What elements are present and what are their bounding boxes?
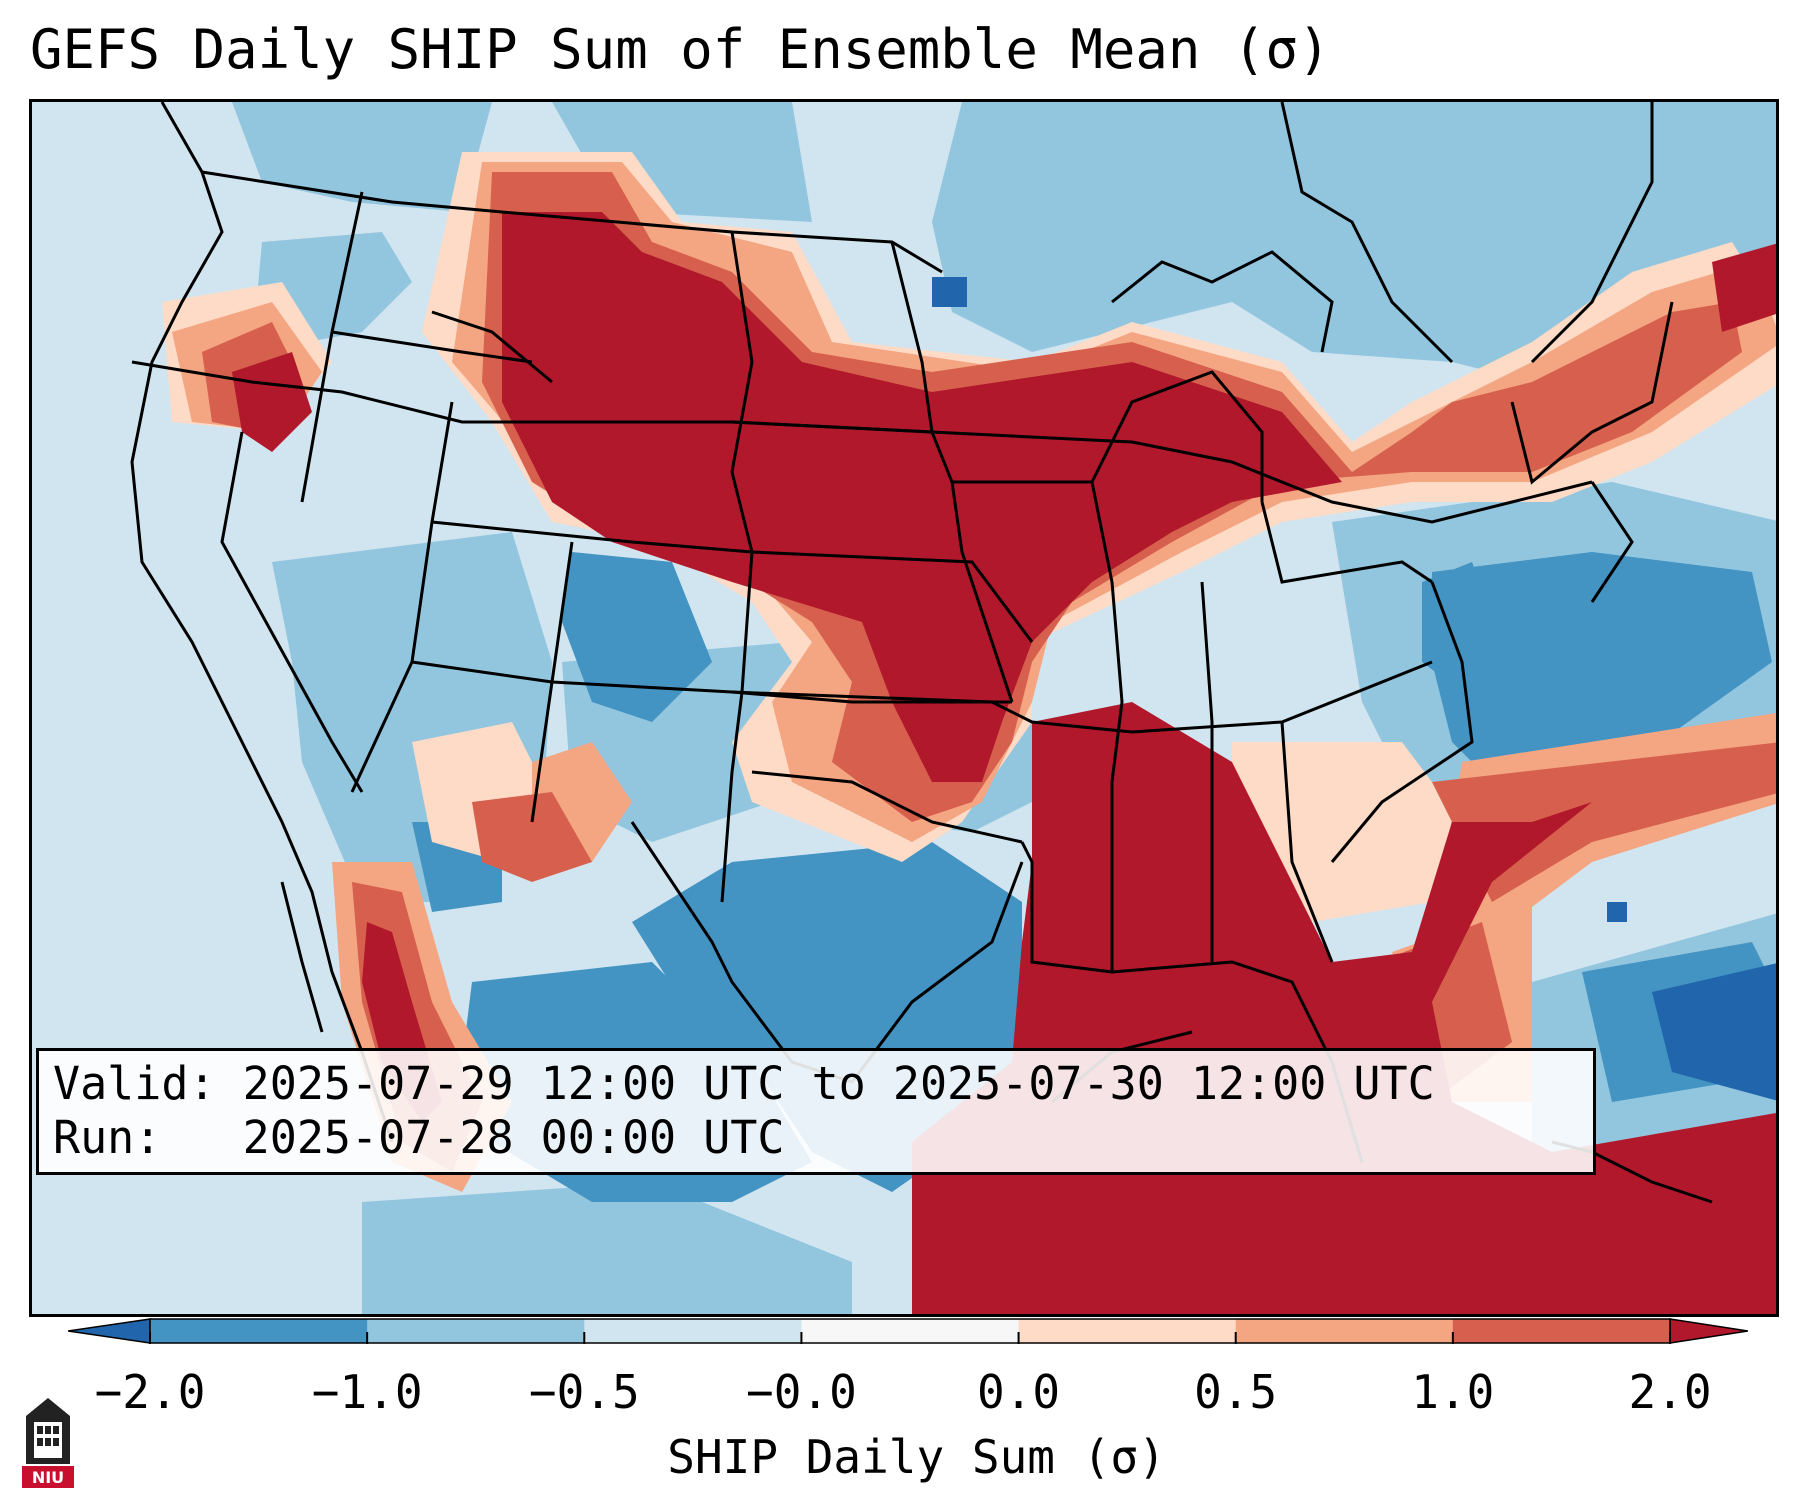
colorbar-extend-low bbox=[68, 1318, 151, 1344]
colorbar-outline bbox=[149, 1318, 1671, 1344]
map-title: GEFS Daily SHIP Sum of Ensemble Mean (σ) bbox=[30, 18, 1331, 81]
run-time-text: Run: 2025-07-28 00:00 UTC bbox=[53, 1111, 785, 1164]
colorbar-tick-label: −0.0 bbox=[746, 1365, 857, 1419]
colorbar-segment bbox=[150, 1319, 368, 1343]
colorbar-segment bbox=[1018, 1319, 1237, 1343]
valid-time-text: Valid: 2025-07-29 12:00 UTC to 2025-07-3… bbox=[53, 1057, 1435, 1110]
boundary-lines bbox=[130, 102, 1713, 1204]
university-logo-icon: NIU bbox=[22, 1398, 74, 1488]
colorbar-tick-label: 0.5 bbox=[1194, 1365, 1278, 1419]
colorbar-tick-label: 0.0 bbox=[977, 1365, 1061, 1419]
colorbar-extend-high bbox=[1669, 1318, 1748, 1344]
colorbar-tick-label: 2.0 bbox=[1628, 1365, 1712, 1419]
colorbar bbox=[68, 1318, 1748, 1344]
colorbar-tick-label: −2.0 bbox=[94, 1365, 206, 1419]
colorbar-segment bbox=[1452, 1319, 1671, 1343]
logo-text: NIU bbox=[32, 1468, 64, 1487]
colorbar-tick-label: 1.0 bbox=[1411, 1365, 1495, 1419]
colorbar-tick-label: −0.5 bbox=[528, 1365, 640, 1419]
colorbar-tick-label: −1.0 bbox=[311, 1365, 423, 1419]
colorbar-segment bbox=[1235, 1319, 1454, 1343]
colorbar-segment bbox=[367, 1319, 585, 1343]
colorbar-segment bbox=[801, 1319, 1020, 1343]
colorbar-label: SHIP Daily Sum (σ) bbox=[667, 1430, 1166, 1484]
field-strong-negative bbox=[932, 277, 1776, 1101]
valid-run-info-box: Valid: 2025-07-29 12:00 UTC to 2025-07-3… bbox=[36, 1048, 1596, 1175]
colorbar-segment bbox=[584, 1319, 802, 1343]
